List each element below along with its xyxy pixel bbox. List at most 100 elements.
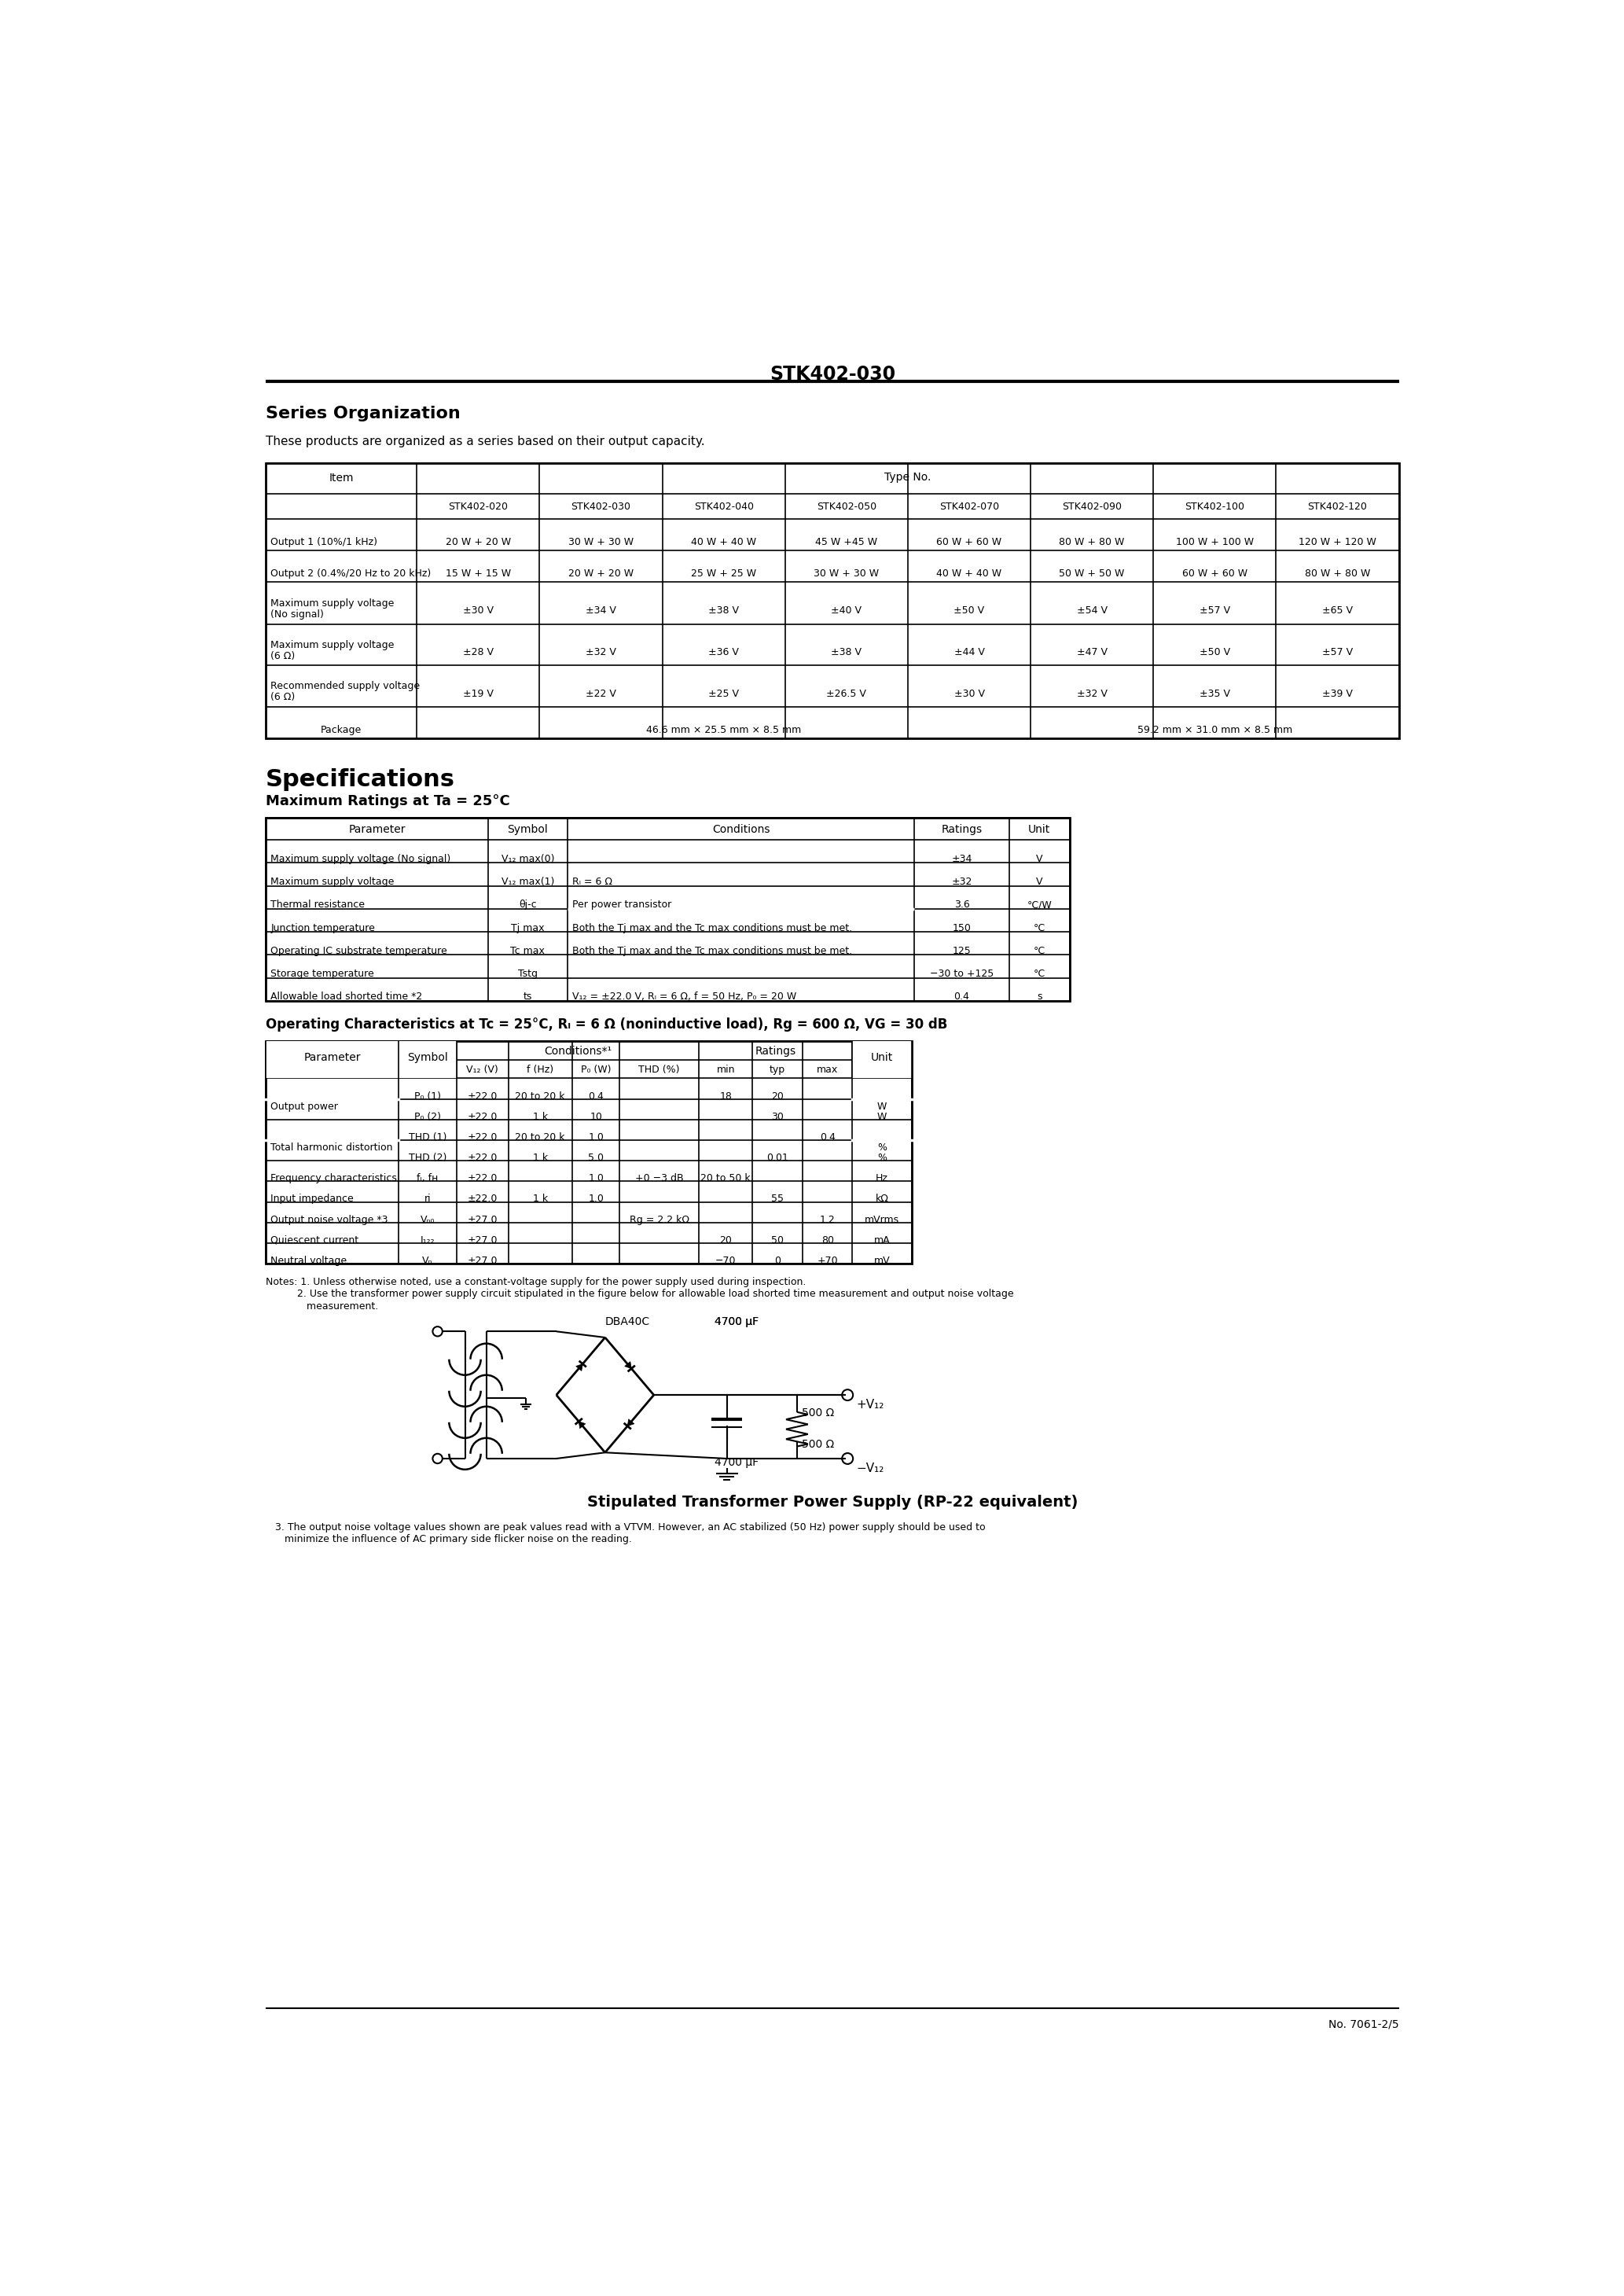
Text: Conditions: Conditions: [711, 824, 770, 836]
Text: Unit: Unit: [870, 1052, 893, 1063]
Text: ±38 V: ±38 V: [831, 647, 862, 657]
Text: STK402-020: STK402-020: [448, 501, 508, 512]
Text: +0 −3 dB: +0 −3 dB: [635, 1173, 684, 1185]
Text: Rg = 2.2 kΩ: Rg = 2.2 kΩ: [630, 1215, 689, 1224]
Text: ±22.0: ±22.0: [468, 1194, 497, 1203]
Text: P₀ (2): P₀ (2): [414, 1111, 440, 1123]
Text: V₁₂ max(0): V₁₂ max(0): [502, 854, 554, 863]
Text: 30: 30: [771, 1111, 784, 1123]
Text: Tc max: Tc max: [510, 946, 546, 955]
Text: Specifications: Specifications: [266, 769, 455, 792]
Text: ±39 V: ±39 V: [1322, 689, 1353, 698]
Text: Vₙ: Vₙ: [422, 1256, 432, 1265]
Polygon shape: [627, 1419, 635, 1426]
Bar: [266, 464, 1398, 737]
Text: f (Hz): f (Hz): [526, 1065, 554, 1075]
Text: ±38 V: ±38 V: [708, 606, 739, 615]
Text: ±34: ±34: [952, 854, 973, 863]
Text: W: W: [877, 1111, 887, 1123]
Text: ±22.0: ±22.0: [468, 1173, 497, 1185]
Text: Type No.: Type No.: [885, 471, 931, 482]
Text: mA: mA: [874, 1235, 890, 1244]
Text: V₁₂ max(1): V₁₂ max(1): [502, 877, 554, 886]
Text: 0: 0: [775, 1256, 781, 1265]
Text: THD (%): THD (%): [638, 1065, 680, 1075]
Text: ±26.5 V: ±26.5 V: [827, 689, 867, 698]
Text: Output 2 (0.4%/20 Hz to 20 kHz): Output 2 (0.4%/20 Hz to 20 kHz): [271, 569, 432, 579]
Text: ri: ri: [424, 1194, 430, 1203]
Text: measurement.: measurement.: [266, 1302, 378, 1311]
Text: Unit: Unit: [1028, 824, 1051, 836]
Text: Maximum supply voltage: Maximum supply voltage: [271, 641, 395, 650]
Text: P₀ (1): P₀ (1): [414, 1091, 440, 1102]
Text: θj-c: θj-c: [518, 900, 536, 909]
Text: 45 W +45 W: 45 W +45 W: [815, 537, 877, 546]
Text: ±27.0: ±27.0: [468, 1215, 497, 1224]
Polygon shape: [578, 1421, 586, 1428]
Text: ±28 V: ±28 V: [463, 647, 494, 657]
Text: 0.01: 0.01: [767, 1153, 788, 1164]
Bar: [853, 1040, 911, 1079]
Text: ±22.0: ±22.0: [468, 1132, 497, 1143]
Text: +70: +70: [817, 1256, 838, 1265]
Text: ±30 V: ±30 V: [463, 606, 494, 615]
Text: %: %: [877, 1153, 887, 1164]
Text: V₁₂ = ±22.0 V, Rₗ = 6 Ω, f = 50 Hz, P₀ = 20 W: V₁₂ = ±22.0 V, Rₗ = 6 Ω, f = 50 Hz, P₀ =…: [572, 992, 796, 1001]
Text: Output noise voltage *3: Output noise voltage *3: [271, 1215, 388, 1224]
Text: Stipulated Transformer Power Supply (RP-22 equivalent): Stipulated Transformer Power Supply (RP-…: [586, 1495, 1078, 1511]
Text: 125: 125: [952, 946, 971, 955]
Text: °C/W: °C/W: [1026, 900, 1052, 909]
Text: ±32 V: ±32 V: [1077, 689, 1108, 698]
Text: (No signal): (No signal): [271, 608, 323, 620]
Text: ±65 V: ±65 V: [1322, 606, 1353, 615]
Text: ±57 V: ±57 V: [1322, 647, 1353, 657]
Text: 100 W + 100 W: 100 W + 100 W: [1176, 537, 1254, 546]
Text: ±22 V: ±22 V: [586, 689, 615, 698]
Text: STK402-120: STK402-120: [1307, 501, 1367, 512]
Text: 20: 20: [771, 1091, 784, 1102]
Text: W: W: [877, 1102, 887, 1111]
Text: Parameter: Parameter: [304, 1052, 361, 1063]
Text: 1.0: 1.0: [588, 1194, 604, 1203]
Text: V₁₂ (V): V₁₂ (V): [466, 1065, 499, 1075]
Text: Both the Tj max and the Tc max conditions must be met.: Both the Tj max and the Tc max condition…: [572, 946, 853, 955]
Text: 1.0: 1.0: [588, 1173, 604, 1185]
Text: 59.2 mm × 31.0 mm × 8.5 mm: 59.2 mm × 31.0 mm × 8.5 mm: [1137, 726, 1293, 735]
Text: No. 7061-2/5: No. 7061-2/5: [1328, 2018, 1398, 2030]
Text: 60 W + 60 W: 60 W + 60 W: [937, 537, 1002, 546]
Text: ±34 V: ±34 V: [586, 606, 615, 615]
Text: Recommended supply voltage: Recommended supply voltage: [271, 682, 421, 691]
Text: Item: Item: [330, 473, 354, 482]
Text: 0.4: 0.4: [588, 1091, 604, 1102]
Text: Allowable load shorted time *2: Allowable load shorted time *2: [271, 992, 422, 1001]
Text: ±27.0: ±27.0: [468, 1235, 497, 1244]
Text: Maximum supply voltage: Maximum supply voltage: [271, 599, 395, 608]
Text: ±27.0: ±27.0: [468, 1256, 497, 1265]
Text: Operating Characteristics at Tc = 25°C, Rₗ = 6 Ω (noninductive load), Rg = 600 Ω: Operating Characteristics at Tc = 25°C, …: [266, 1017, 947, 1031]
Text: 4700 μF: 4700 μF: [715, 1458, 758, 1467]
Text: Conditions*¹: Conditions*¹: [544, 1045, 612, 1056]
Text: 20: 20: [719, 1235, 732, 1244]
Text: Maximum supply voltage (No signal): Maximum supply voltage (No signal): [271, 854, 451, 863]
Text: fₗ, fʜ: fₗ, fʜ: [417, 1173, 438, 1185]
Text: (6 Ω): (6 Ω): [271, 691, 296, 703]
Text: min: min: [716, 1065, 736, 1075]
Text: ±22.0: ±22.0: [468, 1111, 497, 1123]
Text: ±50 V: ±50 V: [953, 606, 984, 615]
Text: 80 W + 80 W: 80 W + 80 W: [1059, 537, 1125, 546]
Text: V: V: [1036, 877, 1043, 886]
Text: 2. Use the transformer power supply circuit stipulated in the figure below for a: 2. Use the transformer power supply circ…: [266, 1288, 1013, 1300]
Text: 10: 10: [590, 1111, 603, 1123]
Text: 150: 150: [952, 923, 971, 932]
Text: Tstg: Tstg: [518, 969, 538, 978]
Text: −70: −70: [715, 1256, 736, 1265]
Text: Quiescent current: Quiescent current: [271, 1235, 359, 1244]
Text: 120 W + 120 W: 120 W + 120 W: [1299, 537, 1376, 546]
Text: 3.6: 3.6: [953, 900, 970, 909]
Text: 1 k: 1 k: [533, 1194, 547, 1203]
Text: Output power: Output power: [271, 1102, 338, 1111]
Text: 25 W + 25 W: 25 W + 25 W: [692, 569, 757, 579]
Text: Ratings: Ratings: [942, 824, 983, 836]
Text: %: %: [877, 1143, 887, 1153]
Text: 15 W + 15 W: 15 W + 15 W: [445, 569, 512, 579]
